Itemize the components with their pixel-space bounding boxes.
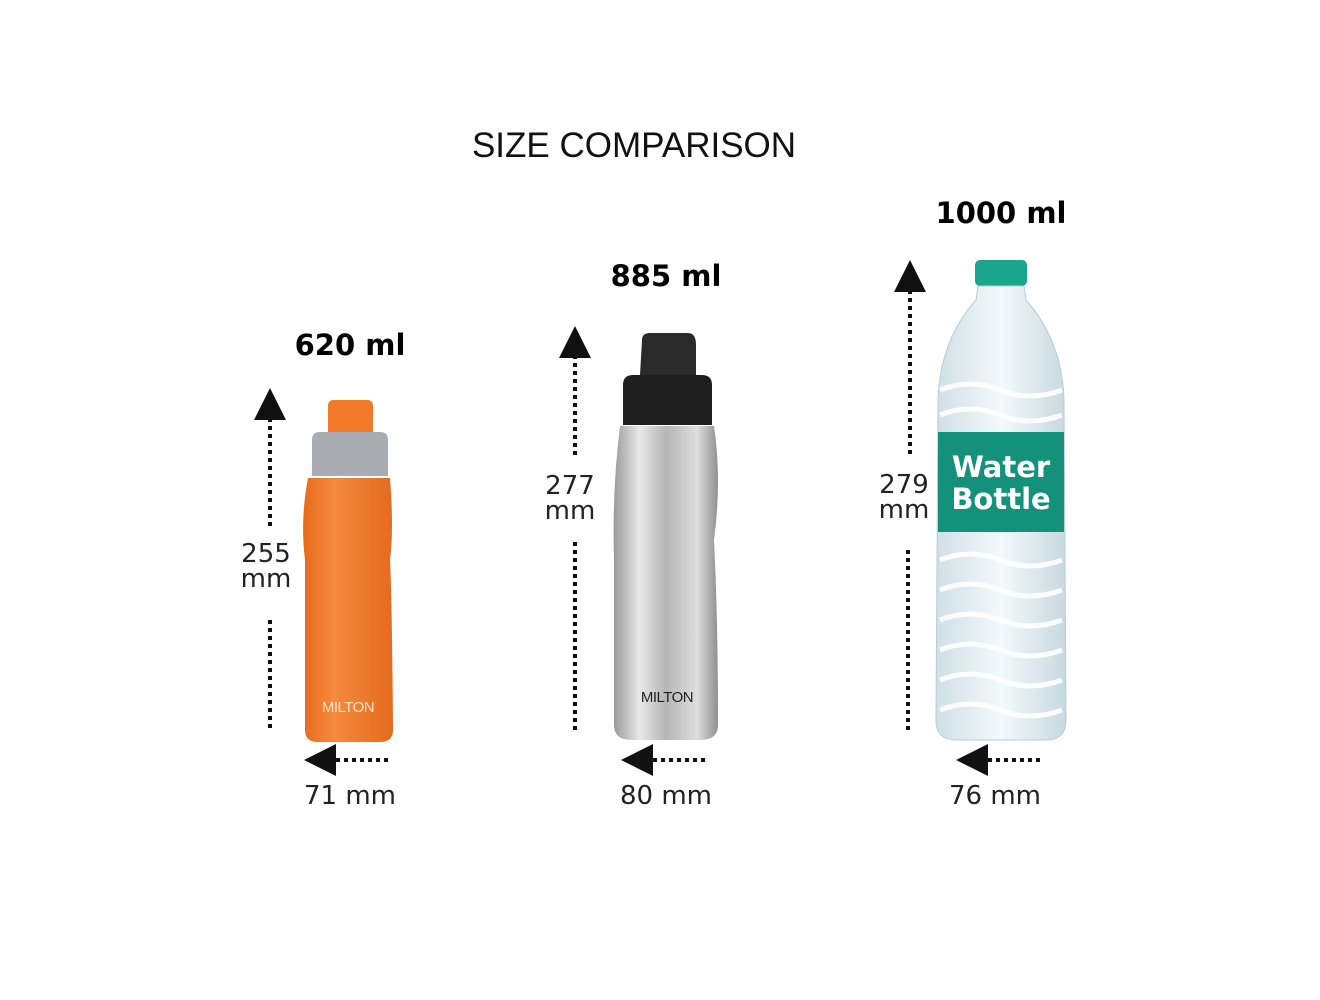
capacity-label: 885 ml [611, 259, 722, 293]
height-value: 277 [545, 471, 595, 501]
steel-bottle-image: MILTON [613, 333, 718, 740]
water-bottle-image: Water Bottle [935, 260, 1067, 741]
brand-logo: MILTON [322, 699, 374, 716]
orange-bottle-image: MILTON [303, 400, 393, 742]
height-value: 255 [241, 539, 291, 569]
orange-bottle-group: 620 ml MILTON 255 mm 71 mm [241, 328, 406, 811]
capacity-label: 1000 ml [936, 196, 1067, 230]
height-unit: mm [545, 496, 596, 526]
brand-logo: MILTON [641, 689, 693, 706]
height-value: 279 [879, 470, 929, 500]
height-unit: mm [241, 564, 292, 594]
label-line-2: Bottle [951, 482, 1050, 516]
page-title: SIZE COMPARISON [472, 126, 796, 165]
height-unit: mm [879, 495, 930, 525]
width-label: 71 mm [304, 781, 396, 811]
steel-bottle-group: 885 ml MILTON 277 mm 80 mm [545, 259, 722, 811]
width-label: 76 mm [949, 781, 1041, 811]
width-label: 80 mm [620, 781, 712, 811]
water-bottle-group: 1000 ml Water Bottle 279 mm 76 mm [879, 196, 1067, 811]
capacity-label: 620 ml [295, 328, 406, 362]
label-line-1: Water [952, 450, 1051, 484]
